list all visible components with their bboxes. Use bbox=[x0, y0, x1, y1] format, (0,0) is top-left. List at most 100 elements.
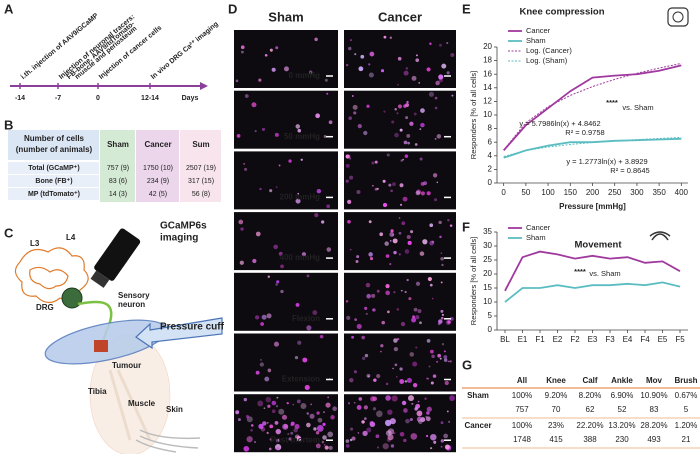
cell bbox=[275, 428, 282, 435]
cell bbox=[257, 400, 264, 407]
legend-label: Sham bbox=[526, 233, 546, 242]
cell bbox=[399, 379, 405, 384]
cell bbox=[254, 441, 256, 443]
cell bbox=[393, 346, 399, 352]
chart-title: Knee compression bbox=[520, 7, 605, 18]
cell bbox=[411, 317, 417, 323]
cell bbox=[322, 435, 327, 440]
cell bbox=[409, 121, 414, 126]
cell bbox=[397, 83, 399, 86]
cell bbox=[404, 290, 407, 294]
cell bbox=[358, 66, 364, 72]
cell bbox=[436, 181, 439, 184]
cell bbox=[385, 290, 390, 296]
cell bbox=[413, 112, 417, 116]
diagram-label: Skin bbox=[166, 405, 183, 414]
cell bbox=[347, 402, 351, 405]
cell bbox=[423, 181, 428, 186]
cell bbox=[306, 412, 310, 415]
diagram-label: GCaMP6s bbox=[160, 221, 207, 232]
cell bbox=[416, 410, 423, 417]
cell bbox=[410, 230, 414, 234]
cell bbox=[245, 414, 250, 419]
cell bbox=[364, 306, 368, 310]
cell bbox=[313, 427, 317, 431]
cell bbox=[235, 79, 239, 83]
cell bbox=[295, 302, 300, 307]
cell bbox=[243, 162, 245, 165]
cell bbox=[351, 95, 354, 97]
cell bbox=[404, 380, 408, 383]
cell bbox=[387, 409, 393, 415]
cell bbox=[400, 159, 403, 162]
micrograph bbox=[234, 333, 338, 392]
table-cell: 14 (3) bbox=[109, 191, 127, 198]
cell bbox=[276, 280, 280, 284]
cell bbox=[382, 443, 389, 450]
cell bbox=[415, 281, 421, 286]
micrograph-bg bbox=[344, 394, 456, 453]
cell bbox=[260, 358, 262, 361]
cell bbox=[263, 407, 266, 410]
cell bbox=[364, 417, 367, 420]
cell bbox=[382, 179, 386, 183]
cell bbox=[276, 447, 280, 451]
y-tick-label: 12 bbox=[483, 97, 492, 106]
cell bbox=[349, 39, 352, 42]
column-header: Cancer bbox=[378, 9, 422, 24]
cell bbox=[379, 232, 384, 237]
cell bbox=[446, 71, 450, 75]
x-tick-label: 200 bbox=[586, 188, 600, 197]
diagram-label: DRG bbox=[36, 303, 54, 312]
table-column-header: All bbox=[517, 376, 527, 385]
cell bbox=[441, 263, 444, 267]
table-cell: 70 bbox=[552, 405, 561, 414]
cell bbox=[356, 190, 361, 195]
cell bbox=[406, 377, 412, 383]
cell bbox=[306, 422, 311, 428]
cell bbox=[292, 403, 295, 406]
cell bbox=[446, 410, 449, 413]
cell bbox=[271, 409, 276, 414]
cell bbox=[264, 376, 270, 382]
cell bbox=[396, 112, 399, 115]
table-column-bg bbox=[136, 130, 179, 202]
cell bbox=[244, 167, 248, 171]
annotation: y = 5.7986ln(x) + 4.8462 bbox=[519, 119, 600, 128]
cell bbox=[389, 239, 392, 242]
micrograph-bg bbox=[234, 30, 338, 88]
cell bbox=[440, 281, 443, 284]
cell bbox=[429, 283, 433, 287]
cell bbox=[264, 53, 268, 57]
y-tick-label: 20 bbox=[483, 42, 492, 51]
table-cell: 317 (15) bbox=[188, 178, 214, 185]
cell bbox=[357, 124, 362, 129]
cell bbox=[447, 360, 450, 363]
cell bbox=[397, 56, 402, 61]
diagram-label: Pressure cuff bbox=[160, 322, 225, 333]
cell bbox=[380, 350, 382, 353]
cell bbox=[405, 116, 409, 120]
cell bbox=[295, 198, 301, 204]
cell bbox=[398, 253, 401, 256]
cell bbox=[431, 297, 434, 300]
cell bbox=[399, 367, 403, 371]
x-tick-label: F3 bbox=[605, 335, 615, 344]
legend-label: Sham bbox=[526, 36, 546, 45]
cell bbox=[267, 275, 270, 278]
x-tick-label: E5 bbox=[658, 335, 668, 344]
cell bbox=[405, 418, 410, 424]
table-cell: 6.90% bbox=[611, 391, 634, 400]
cell bbox=[323, 444, 326, 446]
cell bbox=[441, 343, 445, 346]
cell bbox=[439, 357, 442, 360]
x-axis-label: Pressure [mmHg] bbox=[559, 202, 626, 211]
cell bbox=[308, 70, 313, 75]
cell bbox=[380, 344, 384, 348]
cell bbox=[271, 67, 276, 72]
panel-label: C bbox=[4, 225, 14, 240]
diagram-label: L4 bbox=[66, 233, 76, 242]
x-tick-label: 0 bbox=[501, 188, 506, 197]
y-tick-label: 10 bbox=[483, 110, 492, 119]
cell bbox=[391, 233, 395, 237]
